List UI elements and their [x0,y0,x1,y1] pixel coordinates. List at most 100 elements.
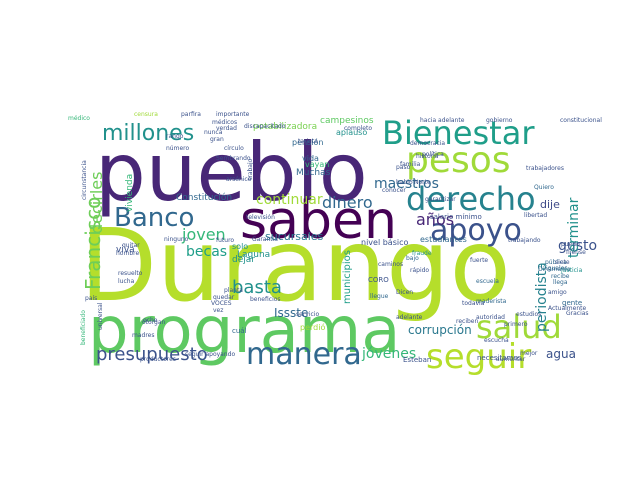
cloud-word: salud [476,308,562,346]
cloud-word: Dicen [396,289,413,296]
cloud-word: hombre [116,250,139,257]
cloud-word: censura [134,111,158,118]
cloud-word: Muchas [296,168,331,178]
cloud-word: aumentar [496,356,526,363]
cloud-word: democracia [410,140,445,147]
cloud-word: Durango [80,207,511,324]
cloud-word: pesos [406,140,511,181]
cloud-word: Banco [114,203,194,233]
cloud-word: escucha [484,337,509,344]
cloud-word: pensión [292,137,323,147]
cloud-word: programa [88,294,400,368]
cloud-word: libertad [524,212,547,219]
cloud-word: número [166,145,189,152]
cloud-word: amigo [548,289,567,296]
cloud-word: sucursales [265,230,324,243]
cloud-word: trabajo [247,158,254,180]
cloud-word: rápido [410,267,429,274]
cloud-word: municipios [342,250,353,304]
cloud-word: gobierno [486,117,513,124]
cloud-word: dinero [322,193,373,212]
cloud-word: Francisco [81,197,105,290]
cloud-word: manera [246,337,362,372]
cloud-word: hacia adelante [420,117,465,124]
cloud-word: recibe [551,273,570,280]
cloud-word: Dinamarca [538,266,571,273]
cloud-word: solo [232,242,248,251]
cloud-word: circunstancia [81,160,88,200]
cloud-word: tarjeta [298,138,318,145]
cloud-word: trabajadores [526,165,564,172]
cloud-word: apoyo [430,213,522,248]
cloud-word: maestros [374,176,439,192]
cloud-word: siete [555,259,570,266]
cloud-word: planta [224,287,243,294]
cloud-word: ocho [143,317,158,324]
cloud-word: otorgan [142,319,166,326]
cloud-word: beneficios [250,296,281,303]
cloud-word: parfira [181,111,201,118]
cloud-word: terminar [566,197,582,258]
cloud-word: Actualmente [548,305,586,312]
cloud-word: reciben [456,318,478,325]
cloud-word: gusto [558,238,597,254]
cloud-word: primero [504,321,528,328]
cloud-word: dejar [232,255,255,265]
cloud-word: agua [546,347,576,361]
cloud-word: becas [186,244,227,260]
cloud-word: madres [132,332,154,339]
cloud-word: salario mínimo [430,213,482,221]
cloud-word: iguales [546,265,567,272]
cloud-word: universal [97,302,104,330]
cloud-word: garantizar [425,196,456,203]
cloud-word: Constitución [176,192,232,203]
cloud-word: quitar [122,242,140,249]
cloud-word: basta [232,277,282,298]
cloud-word: constitucional [560,117,602,124]
cloud-word: gente [562,299,582,307]
cloud-word: lucha [118,278,135,285]
cloud-word: Norte [414,179,431,186]
cloud-word: presupuesto [96,344,208,365]
cloud-word: bajo [406,255,419,262]
cloud-word: años [416,210,454,229]
cloud-word: seguir [426,337,531,377]
cloud-word: seguir apoyando [185,351,235,358]
cloud-word: arsénico [226,176,252,183]
cloud-word: CORO [368,276,389,284]
cloud-word: continuar [256,192,323,208]
cloud-word: verdad [216,125,237,132]
cloud-word: habló [396,179,413,186]
cloud-word: llega [553,279,568,286]
cloud-word: completo [344,125,372,132]
cloud-word: autoridad [476,314,505,321]
cloud-word: rango [166,133,184,140]
cloud-word: llegue [370,293,389,300]
cloud-word: importante [216,111,250,118]
cloud-word: estudios [516,311,541,318]
cloud-word: médicos [212,119,237,126]
cloud-word: caminos [378,261,403,268]
cloud-word: política [422,151,444,158]
cloud-word: Issste [274,306,308,320]
cloud-word: justicia [560,267,583,274]
cloud-word: Quiero [534,184,554,191]
cloud-word: Bienestar [382,114,535,152]
cloud-word: corrupción [408,323,472,337]
cloud-word: periodista [534,262,550,332]
cloud-word: derecho [406,180,536,218]
cloud-word: Laguna [237,250,270,260]
cloud-word: viva [116,245,135,255]
cloud-word: familia [400,161,421,168]
cloud-word: futuro [216,237,234,244]
cloud-word: todavía [462,300,485,307]
cloud-word: millones [102,121,194,146]
cloud-word: Garantía [252,236,278,243]
cloud-word: resuelto [118,270,143,277]
cloud-word: ninguno [164,236,189,243]
cloud-word: maderista [476,298,507,305]
cloud-word: perdió [300,322,325,332]
cloud-word: nunca [204,129,223,136]
cloud-word: fraude [412,250,432,257]
